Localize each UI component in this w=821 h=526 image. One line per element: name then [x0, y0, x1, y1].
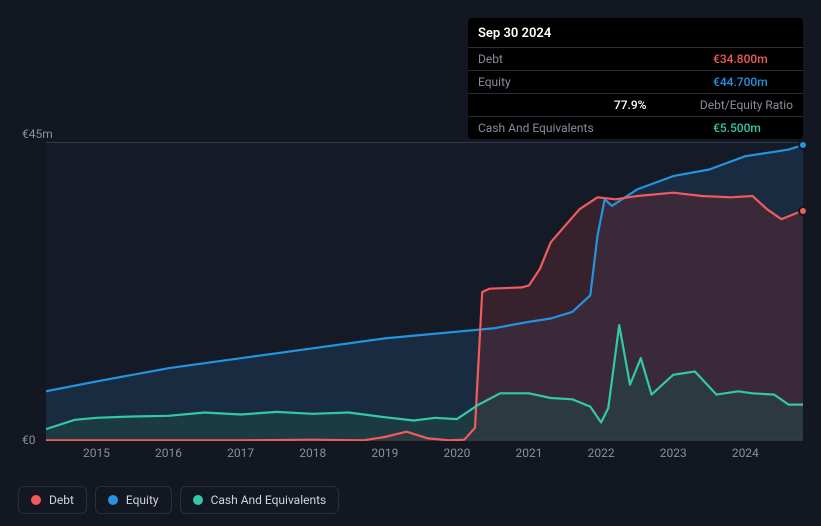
x-axis-tick: 2023	[660, 446, 687, 460]
tooltip-panel: Sep 30 2024 Debt€34.800mEquity€44.700m77…	[468, 18, 803, 139]
x-axis-tick: 2020	[443, 446, 470, 460]
x-axis-tick: 2017	[227, 446, 254, 460]
x-axis-tick: 2015	[83, 446, 110, 460]
tooltip-row-label: Debt	[478, 52, 713, 66]
tooltip-row-extra: Debt/Equity Ratio	[700, 98, 793, 112]
series-marker	[798, 140, 808, 150]
tooltip-row-label: Cash And Equivalents	[478, 121, 713, 135]
x-axis-tick: 2021	[516, 446, 543, 460]
x-axis-tick: 2019	[371, 446, 398, 460]
legend-item-equity[interactable]: Equity	[95, 486, 172, 514]
x-axis-tick: 2018	[299, 446, 326, 460]
tooltip-row-label: Equity	[478, 75, 713, 89]
chart-legend: Debt Equity Cash And Equivalents	[18, 486, 339, 514]
tooltip-row: Cash And Equivalents€5.500m	[468, 116, 803, 139]
legend-swatch	[108, 495, 118, 505]
legend-label: Debt	[49, 493, 74, 507]
x-axis-tick: 2024	[732, 446, 759, 460]
legend-item-debt[interactable]: Debt	[18, 486, 87, 514]
debt-equity-chart: €45m €0 2015 2016 2017 2018 2019 2020 2021 2022…	[18, 120, 803, 480]
tooltip-row: Debt€34.800m	[468, 47, 803, 70]
tooltip-row-value: €34.800m	[713, 52, 793, 66]
legend-label: Cash And Equivalents	[211, 493, 327, 507]
tooltip-row-label	[478, 98, 614, 112]
tooltip-row-value: €5.500m	[713, 121, 793, 135]
tooltip-row-value: €44.700m	[713, 75, 793, 89]
series-marker	[798, 206, 808, 216]
tooltip-row: 77.9% Debt/Equity Ratio	[468, 93, 803, 116]
x-axis-tick: 2016	[155, 446, 182, 460]
x-axis-labels: 2015 2016 2017 2018 2019 2020 2021 2022 2023 2024	[46, 446, 803, 466]
legend-swatch	[31, 495, 41, 505]
y-axis-label-min: €0	[22, 433, 36, 447]
tooltip-row: Equity€44.700m	[468, 70, 803, 93]
legend-item-cash-and-equivalents[interactable]: Cash And Equivalents	[180, 486, 340, 514]
legend-label: Equity	[126, 493, 159, 507]
y-axis-label-max: €45m	[22, 127, 53, 141]
tooltip-row-value: 77.9%	[614, 98, 694, 112]
legend-swatch	[193, 495, 203, 505]
x-axis-tick: 2022	[588, 446, 615, 460]
chart-plot-area[interactable]	[46, 142, 803, 440]
tooltip-date: Sep 30 2024	[468, 18, 803, 47]
